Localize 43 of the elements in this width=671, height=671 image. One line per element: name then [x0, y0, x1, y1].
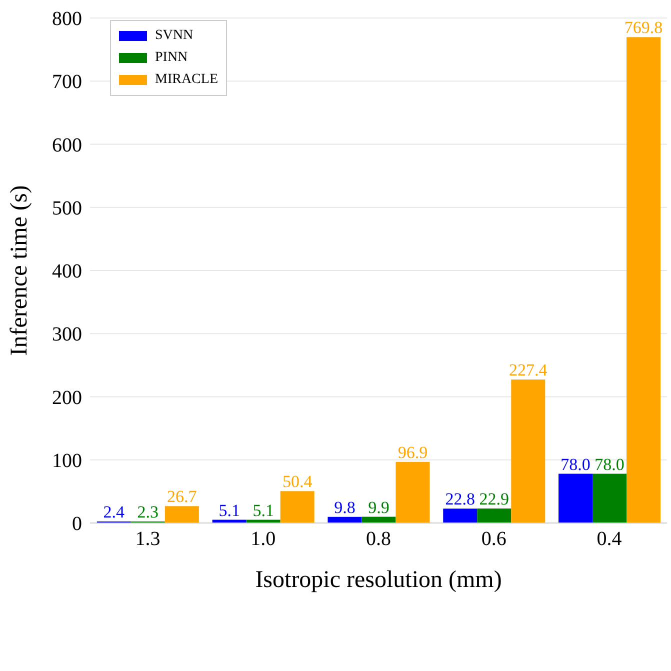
x-tick-label: 1.0: [250, 528, 276, 550]
x-tick-label: 0.6: [481, 528, 506, 550]
y-tick-label: 0: [72, 513, 82, 536]
data-label: 22.8: [445, 490, 475, 509]
data-label: 769.8: [624, 18, 663, 38]
bar: [443, 508, 478, 523]
data-label: 5.1: [218, 500, 240, 520]
y-tick-label: 400: [52, 260, 82, 283]
y-tick-label: 200: [52, 386, 82, 409]
data-label: 5.1: [252, 500, 274, 520]
bar: [477, 508, 512, 523]
data-label: 9.8: [334, 498, 356, 517]
data-label: 26.7: [167, 487, 198, 506]
data-label: 2.4: [103, 502, 126, 522]
x-axis-title: Isotropic resolution (mm): [255, 567, 502, 593]
bar: [592, 474, 627, 523]
data-label: 9.9: [368, 498, 390, 517]
bar: [280, 491, 314, 523]
y-tick-label: 300: [52, 324, 82, 346]
data-label: 78.0: [560, 454, 590, 474]
data-label: 50.4: [282, 472, 313, 492]
data-label: 78.0: [594, 454, 624, 474]
data-label: 22.9: [479, 490, 509, 509]
y-tick-label: 800: [52, 8, 82, 30]
legend-label: MIRACLE: [155, 72, 218, 88]
bar: [511, 379, 546, 523]
data-label: 96.9: [398, 442, 428, 462]
y-axis-title: Inference time (s): [6, 185, 33, 356]
bar: [396, 462, 430, 523]
bar: [164, 506, 199, 523]
x-tick-label: 1.3: [135, 528, 160, 550]
y-tick-label: 500: [52, 197, 82, 220]
legend-label: SVNN: [155, 28, 194, 44]
x-tick-label: 0.8: [366, 528, 391, 550]
y-tick-label: 600: [52, 134, 82, 156]
data-label: 227.4: [509, 360, 548, 380]
legend-label: PINN: [155, 50, 188, 66]
y-tick-label: 700: [52, 71, 82, 94]
bar: [558, 474, 593, 523]
x-tick-label: 0.4: [596, 528, 622, 550]
bar: [626, 37, 661, 523]
data-label: 2.3: [137, 502, 159, 522]
y-tick-label: 100: [52, 450, 82, 472]
